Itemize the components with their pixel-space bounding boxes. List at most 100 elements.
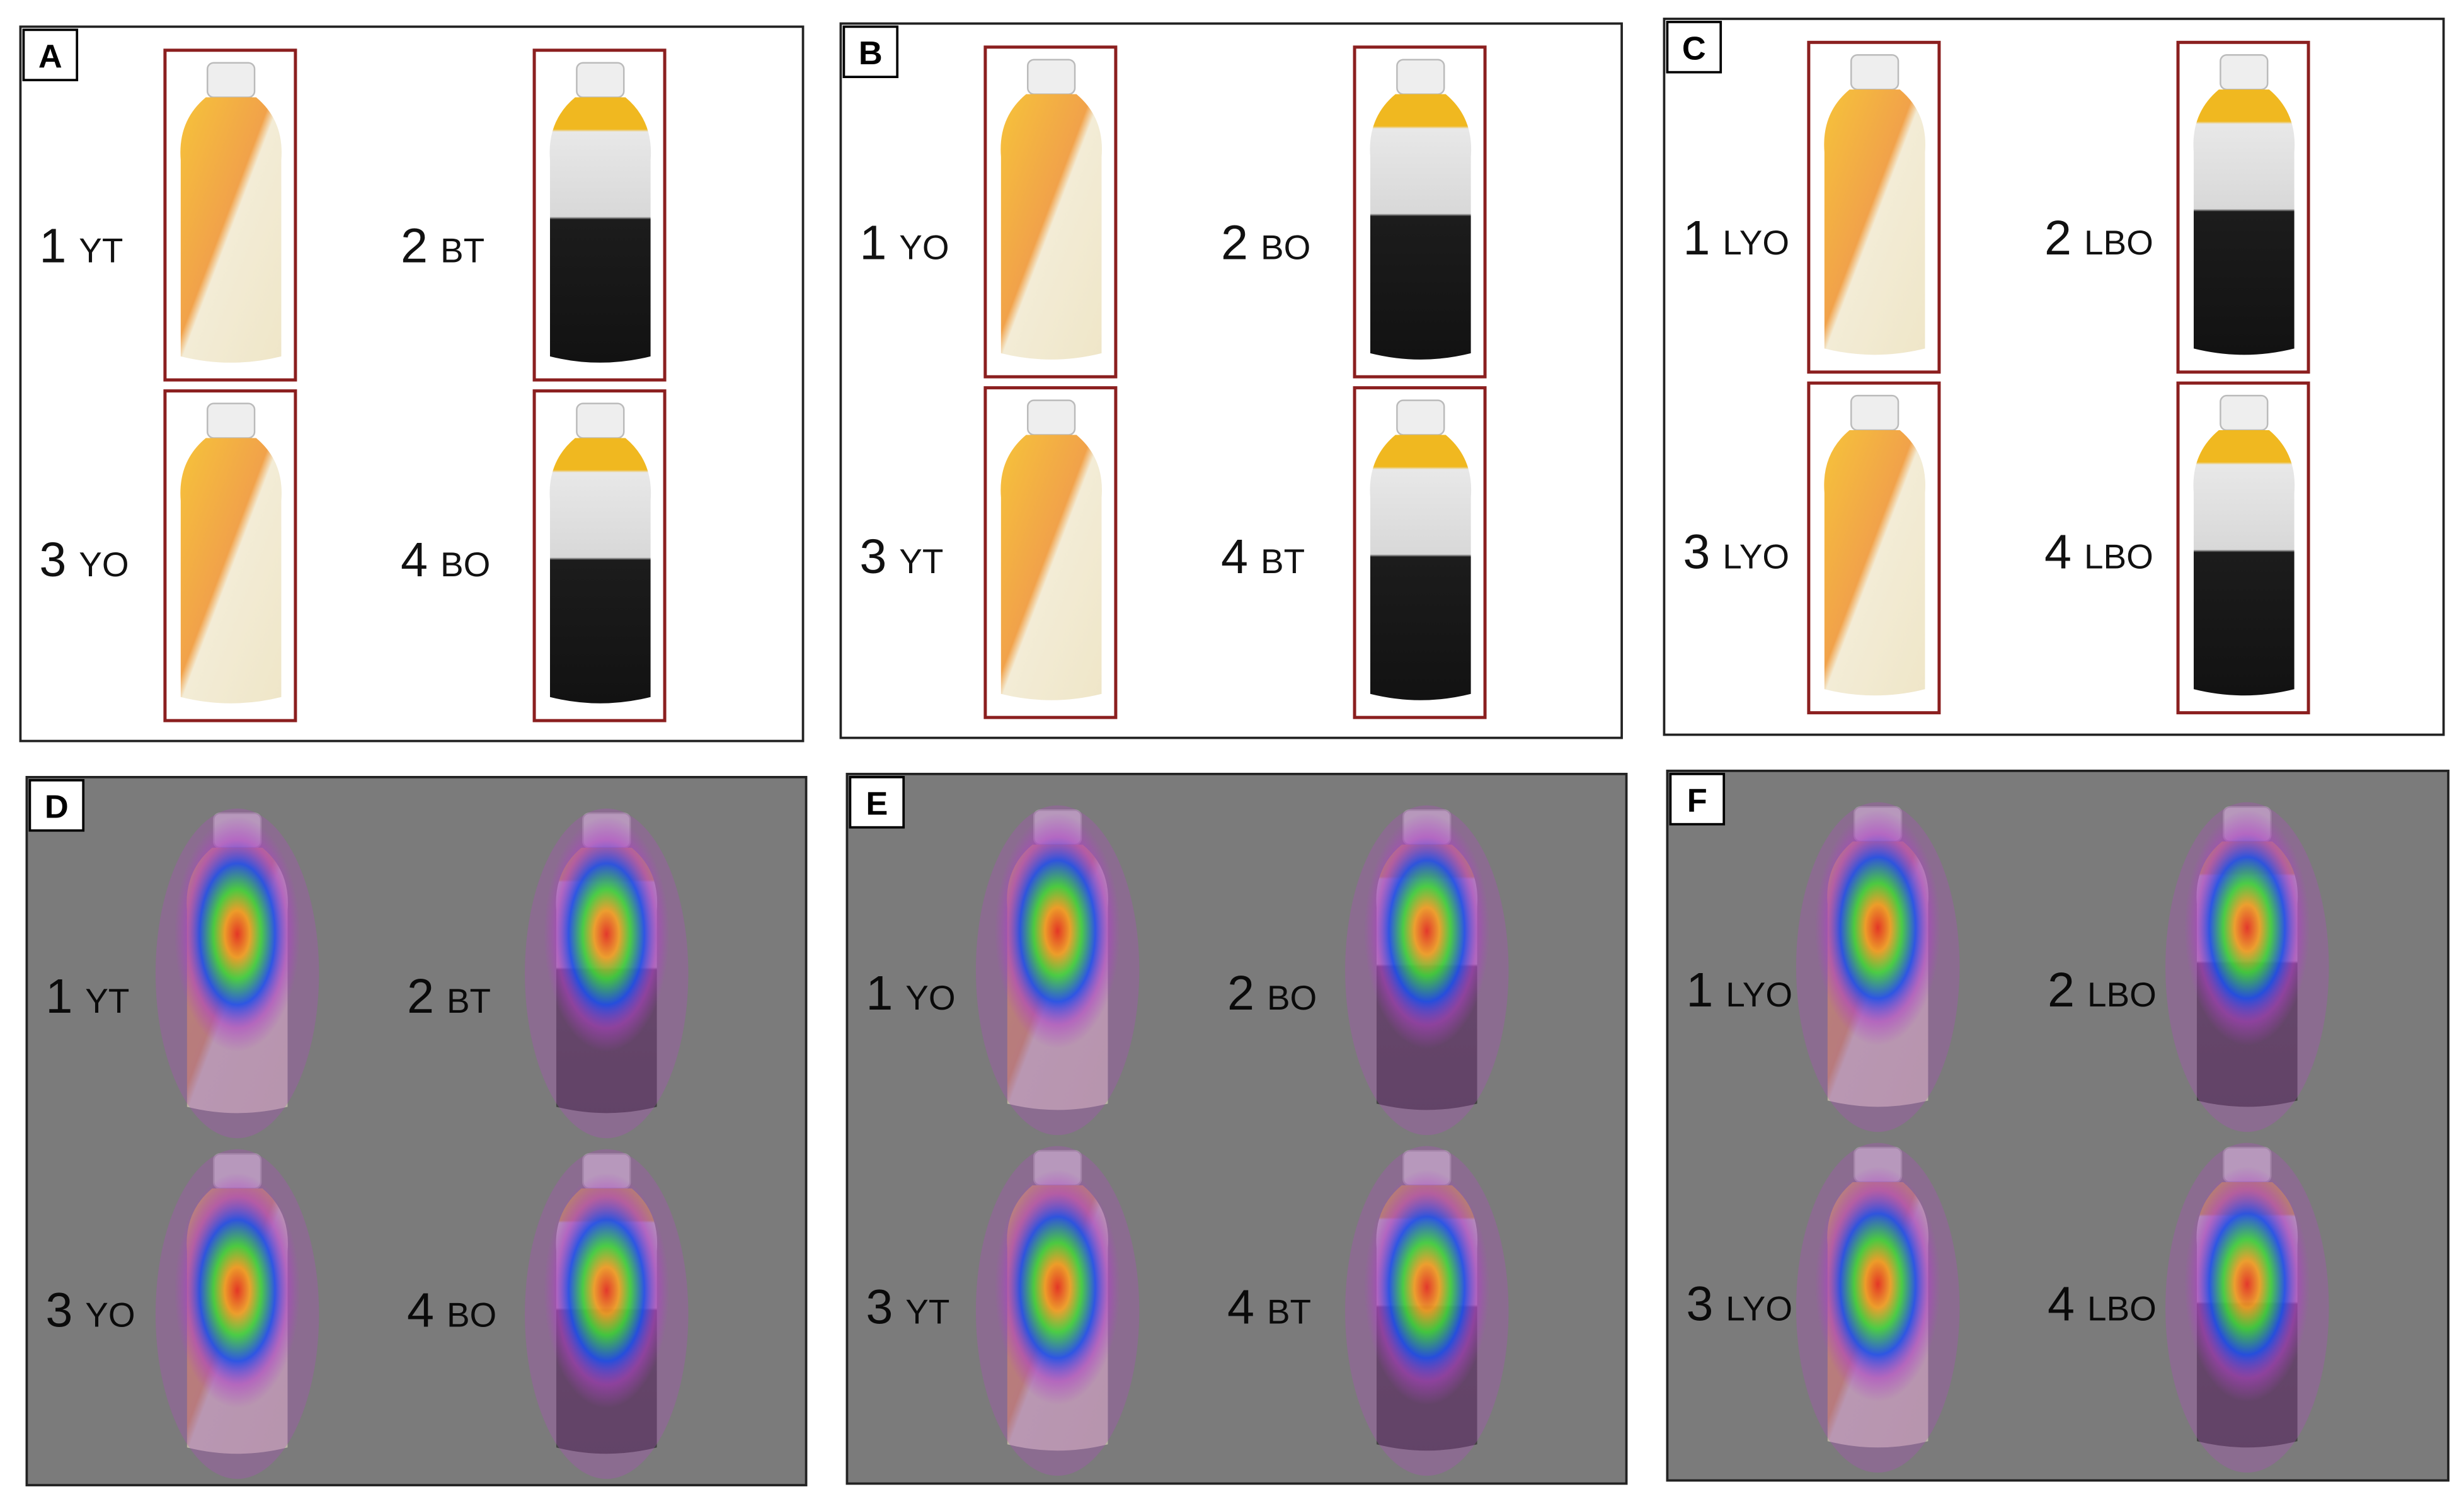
item-code: LBO bbox=[2087, 1289, 2157, 1328]
item-code: BT bbox=[1267, 1292, 1311, 1331]
bottle-frame bbox=[163, 389, 297, 722]
panel-frame bbox=[19, 25, 805, 743]
bottle-body bbox=[2193, 89, 2295, 355]
panel-letter: D bbox=[45, 789, 69, 826]
item-code: YT bbox=[899, 542, 943, 581]
bottle-body bbox=[180, 97, 282, 363]
bottle bbox=[1807, 40, 1941, 374]
item-label: 4 LBO bbox=[2044, 525, 2153, 579]
fixation-heat bbox=[1814, 810, 1941, 1046]
bottle-cap bbox=[1396, 59, 1445, 95]
panel-letter-box bbox=[1669, 773, 1726, 826]
bottle-cap bbox=[576, 62, 625, 98]
item-code: LYO bbox=[1726, 975, 1792, 1014]
stimulus-panel: 1 YO 2 BO 3 YT 4 BT B bbox=[839, 22, 1623, 739]
item-label: 4 LBO bbox=[2048, 1277, 2157, 1331]
item-label: 4 BT bbox=[1221, 530, 1305, 584]
bottle bbox=[1353, 386, 1487, 719]
item-label: 2 BT bbox=[407, 969, 491, 1023]
fixation-heat bbox=[544, 816, 670, 1052]
item-number: 4 bbox=[2044, 525, 2071, 579]
bottle-frame bbox=[532, 389, 667, 722]
item-number: 2 bbox=[1227, 966, 1254, 1020]
bottle-cap bbox=[1026, 399, 1076, 436]
item-number: 4 bbox=[407, 1283, 434, 1337]
item-number: 2 bbox=[1221, 215, 1248, 270]
item-label: 4 BT bbox=[1227, 1280, 1311, 1334]
item-label: 2 LBO bbox=[2044, 211, 2153, 265]
item-code: YO bbox=[85, 1295, 135, 1334]
item-label: 2 BT bbox=[401, 219, 484, 273]
bottle-body bbox=[549, 438, 651, 704]
heatmap-panel: 1 YT 2 BT 3 YO 4 BO D bbox=[25, 776, 808, 1486]
bottle-body bbox=[180, 438, 282, 704]
item-label: 3 YO bbox=[45, 1283, 135, 1337]
item-code: LYO bbox=[1722, 223, 1789, 262]
bottle-body bbox=[1370, 435, 1472, 700]
fixation-heat bbox=[1364, 1170, 1490, 1405]
item-label: 3 YT bbox=[866, 1280, 949, 1334]
panel-letter: B bbox=[859, 35, 883, 72]
item-number: 1 bbox=[859, 215, 886, 270]
item-number: 3 bbox=[1686, 1277, 1713, 1331]
item-number: 3 bbox=[866, 1280, 893, 1334]
heatmap-panel: 1 LYO 2 LBO 3 LYO 4 LBO F bbox=[1666, 770, 2450, 1482]
panel-letter-box bbox=[1666, 21, 1722, 74]
fixation-heat bbox=[1364, 813, 1490, 1049]
item-number: 1 bbox=[45, 969, 72, 1023]
bottle-frame bbox=[1353, 45, 1487, 379]
fixation-heat bbox=[174, 1173, 301, 1408]
bottle-body bbox=[1000, 94, 1102, 360]
item-code: LYO bbox=[1722, 537, 1789, 576]
item-code: LBO bbox=[2084, 223, 2153, 262]
item-number: 2 bbox=[2044, 211, 2071, 265]
item-code: BT bbox=[440, 231, 484, 270]
panel-frame bbox=[845, 773, 1628, 1485]
item-label: 1 LYO bbox=[1686, 963, 1792, 1017]
bottle-frame bbox=[2176, 381, 2310, 715]
bottle-cap bbox=[206, 62, 256, 98]
item-code: LYO bbox=[1726, 1289, 1792, 1328]
item-label: 1 YO bbox=[859, 215, 949, 270]
item-label: 1 YT bbox=[45, 969, 129, 1023]
item-code: BT bbox=[447, 981, 491, 1020]
bottle-frame bbox=[983, 386, 1118, 719]
bottle bbox=[2176, 40, 2310, 374]
item-code: BO bbox=[440, 545, 490, 584]
item-number: 1 bbox=[866, 966, 893, 1020]
bottle bbox=[163, 389, 297, 722]
item-code: YO bbox=[899, 227, 949, 266]
panel-letter-box bbox=[842, 25, 899, 79]
item-code: BO bbox=[1267, 978, 1317, 1017]
item-number: 1 bbox=[1683, 211, 1710, 265]
bottle bbox=[1353, 45, 1487, 379]
fixation-heat bbox=[2184, 810, 2310, 1046]
item-code: BO bbox=[447, 1295, 496, 1334]
panel-letter: C bbox=[1682, 31, 1706, 67]
bottle-body bbox=[1370, 94, 1472, 360]
item-code: LBO bbox=[2084, 537, 2153, 576]
bottle bbox=[983, 386, 1118, 719]
bottle bbox=[532, 48, 667, 382]
item-number: 2 bbox=[401, 219, 428, 273]
bottle-frame bbox=[163, 48, 297, 382]
fixation-heat bbox=[994, 813, 1121, 1049]
bottle-cap bbox=[576, 402, 625, 439]
item-code: YO bbox=[905, 978, 955, 1017]
item-label: 2 BO bbox=[1221, 215, 1310, 270]
item-number: 4 bbox=[1227, 1280, 1254, 1334]
panel-frame bbox=[25, 776, 808, 1486]
item-number: 1 bbox=[39, 219, 66, 273]
panel-frame bbox=[839, 22, 1623, 739]
panel-letter: A bbox=[38, 38, 62, 75]
panel-letter: E bbox=[866, 786, 888, 823]
item-label: 3 LYO bbox=[1683, 525, 1789, 579]
item-code: BT bbox=[1261, 542, 1305, 581]
item-label: 1 YO bbox=[866, 966, 955, 1020]
bottle-cap bbox=[2220, 54, 2269, 91]
item-code: LBO bbox=[2087, 975, 2157, 1014]
panel-letter-box bbox=[849, 776, 905, 829]
item-number: 2 bbox=[2048, 963, 2075, 1017]
fixation-heat bbox=[994, 1170, 1121, 1405]
bottle-cap bbox=[1850, 394, 1900, 431]
